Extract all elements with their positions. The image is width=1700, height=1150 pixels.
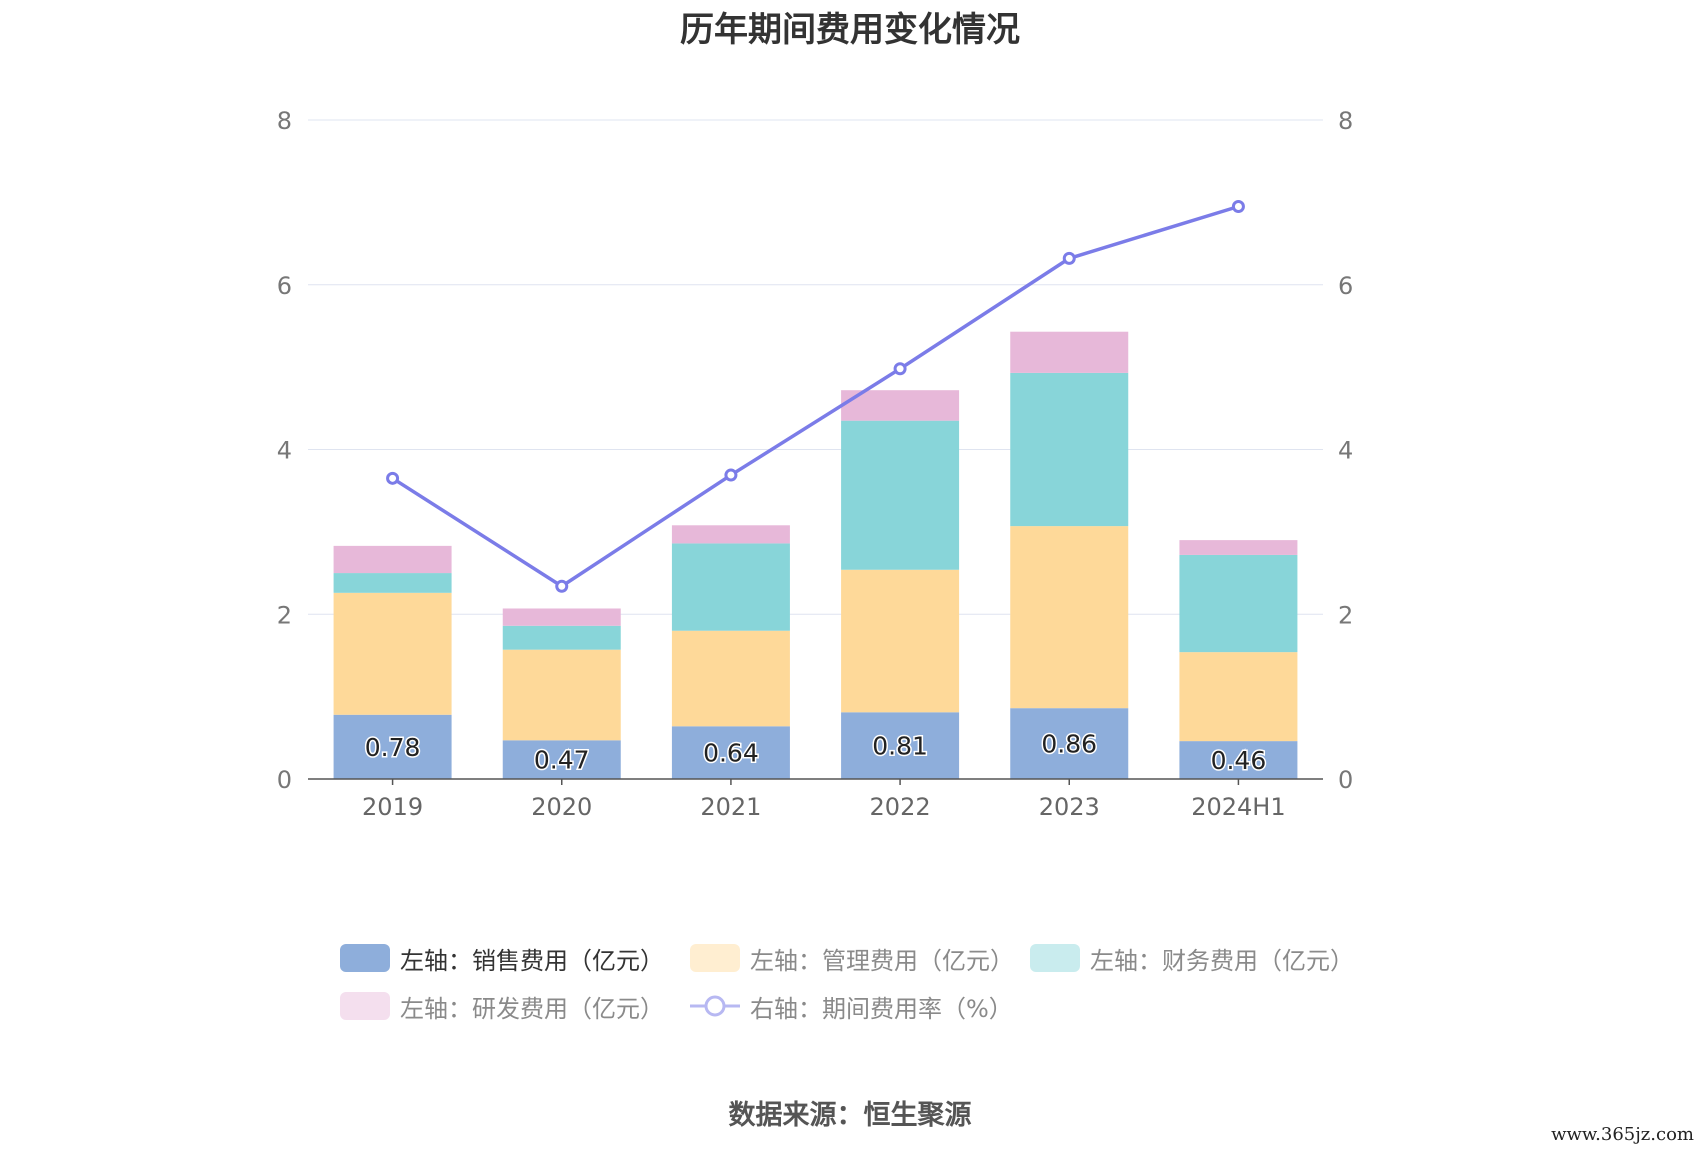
rate-line-point <box>386 471 400 485</box>
left-axis-tick-label: 8 <box>277 107 292 135</box>
bar-segment <box>671 630 790 727</box>
bar-segment <box>333 545 452 574</box>
rate-line-point <box>555 579 569 593</box>
left-axis-tick-label: 2 <box>277 601 292 629</box>
bar-data-label: 0.78 <box>365 733 421 762</box>
left-axis-tick-label: 6 <box>277 272 292 300</box>
rate-line-point <box>724 468 738 482</box>
bar-data-label: 0.64 <box>703 739 759 768</box>
bar-segment <box>502 740 621 779</box>
legend-item[interactable]: 左轴：销售费用（亿元） <box>340 940 664 976</box>
bar-segment <box>502 608 621 626</box>
legend-item[interactable]: 左轴：研发费用（亿元） <box>340 988 664 1024</box>
bar-segment <box>1010 372 1129 527</box>
right-axis-tick-label: 2 <box>1338 601 1353 629</box>
rate-line-point <box>1062 251 1076 265</box>
x-axis-tick-label: 2021 <box>700 793 761 821</box>
bar-segment <box>333 573 452 593</box>
legend-line-icon <box>690 995 740 1017</box>
right-axis-tick-label: 8 <box>1338 107 1353 135</box>
chart-canvas: 0 2 4 6 8 0 2 4 6 8 2019 2020 2021 2022 2023 2024H1 0.7… <box>277 107 1354 821</box>
bar-segment <box>841 569 960 713</box>
x-axis-tick-label: 2023 <box>1039 793 1100 821</box>
legend-label: 左轴：研发费用（亿元） <box>400 994 664 1023</box>
watermark: www.365jz.com <box>1551 1124 1694 1145</box>
chart-title: 历年期间费用变化情况 <box>680 10 1020 50</box>
bar-segment <box>671 543 790 631</box>
legend-label: 左轴：管理费用（亿元） <box>750 946 1014 975</box>
bar-segment <box>1179 540 1298 555</box>
right-axis-tick-label: 4 <box>1338 437 1353 465</box>
x-axis-tick-label: 2022 <box>870 793 931 821</box>
legend-item[interactable]: 左轴：财务费用（亿元） <box>1030 940 1354 976</box>
bar-segment <box>502 649 621 741</box>
legend-swatch <box>340 944 390 972</box>
x-axis-tick-label: 2019 <box>362 793 423 821</box>
legend-swatch <box>340 992 390 1020</box>
bar-segment <box>333 714 452 779</box>
bar-data-label: 0.81 <box>872 732 928 761</box>
bar-segment <box>502 625 621 650</box>
rate-line-point <box>893 362 907 376</box>
rate-line <box>386 199 1245 593</box>
legend-swatch <box>1030 944 1080 972</box>
bar-segment <box>1010 708 1129 779</box>
bars <box>333 331 1298 779</box>
bar-segment <box>841 420 960 570</box>
bar-segment <box>1010 331 1129 373</box>
bar-data-label: 0.86 <box>1041 730 1097 759</box>
gridlines <box>308 119 1323 615</box>
bar-segment <box>1179 652 1298 742</box>
left-axis-tick-label: 0 <box>277 766 292 794</box>
bar-data-label: 0.47 <box>534 746 590 775</box>
bar-segment <box>1179 554 1298 653</box>
rate-line-point <box>1231 199 1245 213</box>
bar-segment <box>671 726 790 779</box>
bar-segment <box>671 525 790 544</box>
legend-item[interactable]: 右轴：期间费用率（%） <box>690 988 1013 1024</box>
bar-segment <box>333 592 452 715</box>
legend-item[interactable]: 左轴：管理费用（亿元） <box>690 940 1014 976</box>
x-axis-tick-label: 2020 <box>531 793 592 821</box>
legend-label: 左轴：财务费用（亿元） <box>1090 946 1354 975</box>
rate-line-path <box>391 204 1239 588</box>
bar-data-label: 0.46 <box>1211 746 1267 775</box>
x-axis-tick-label: 2024H1 <box>1191 793 1285 821</box>
bar-segment <box>1010 526 1129 709</box>
right-axis-tick-label: 0 <box>1338 766 1353 794</box>
data-labels: 0.78 0.47 0.64 0.81 0.86 0.46 <box>363 728 1268 776</box>
right-axis-tick-label: 6 <box>1338 272 1353 300</box>
legend-swatch <box>690 944 740 972</box>
legend-label: 左轴：销售费用（亿元） <box>400 946 664 975</box>
bar-segment <box>1179 741 1298 779</box>
left-axis-tick-label: 4 <box>277 437 292 465</box>
axes: 0 2 4 6 8 0 2 4 6 8 2019 2020 2021 2022 2023 2024H1 <box>277 107 1354 821</box>
legend-label: 右轴：期间费用率（%） <box>750 994 1013 1023</box>
bar-segment <box>841 712 960 779</box>
data-source: 数据来源：恒生聚源 <box>728 1100 972 1131</box>
